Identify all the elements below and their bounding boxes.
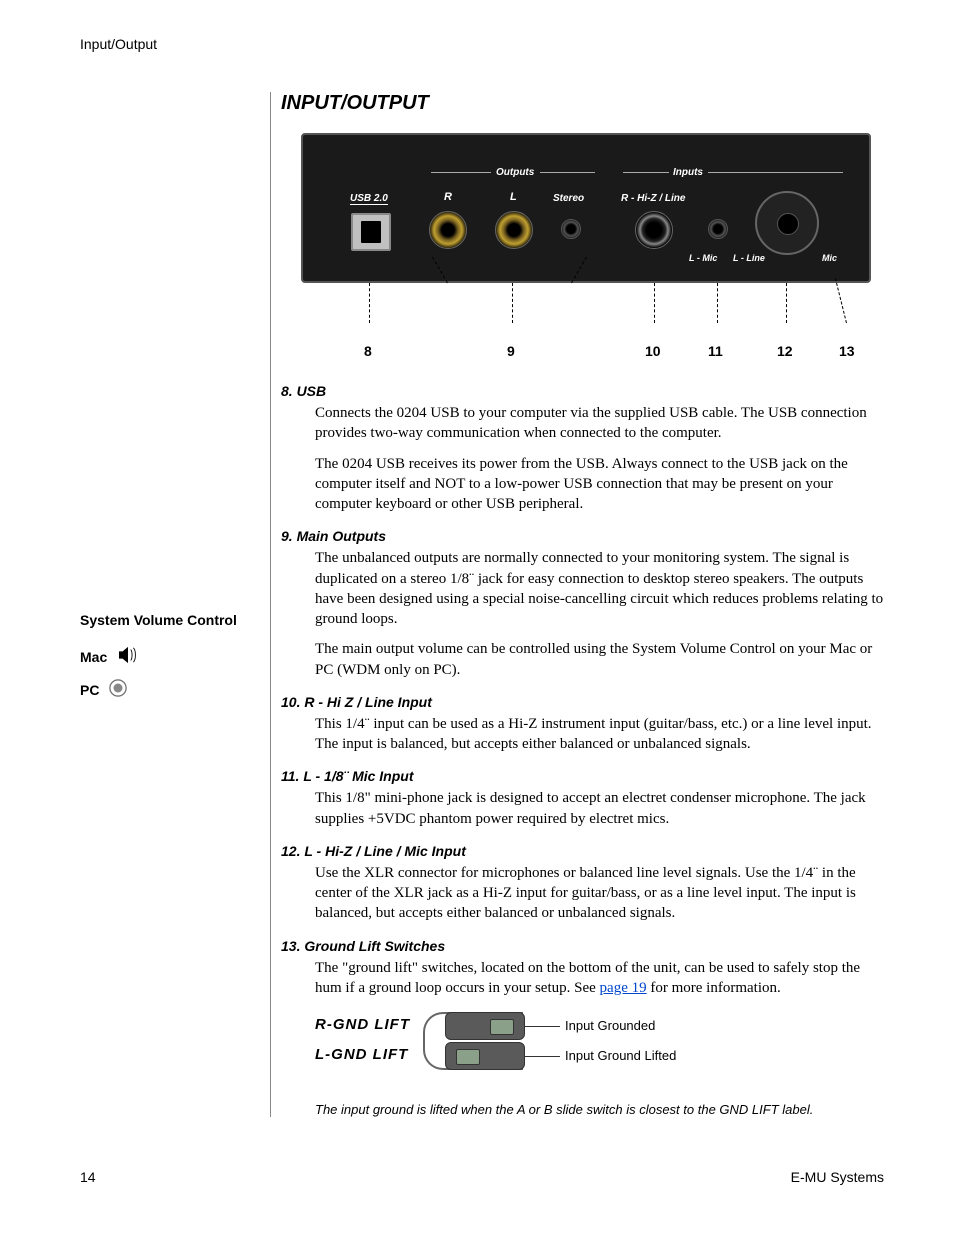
outputs-label: Outputs [496, 167, 534, 178]
volume-knob-icon [109, 679, 127, 700]
usb-label: USB 2.0 [350, 193, 388, 205]
l-label: L [510, 191, 517, 203]
sect-11-head: 11. L - 1/8¨ Mic Input [281, 768, 885, 784]
usb-port [351, 213, 391, 251]
sect-13-head: 13. Ground Lift Switches [281, 938, 885, 954]
running-header: Input/Output [80, 36, 884, 52]
jack-l [495, 211, 533, 249]
page-link[interactable]: page 19 [600, 980, 647, 996]
sect-9-p1: The unbalanced outputs are normally conn… [315, 548, 885, 629]
jack-rhiz [635, 211, 673, 249]
sect-9-head: 9. Main Outputs [281, 528, 885, 544]
sect-12-p1: Use the XLR connector for microphones or… [315, 863, 885, 924]
main-content: INPUT/OUTPUT Outputs Inputs USB 2.0 R L … [270, 92, 885, 1117]
sect-10-head: 10. R - Hi Z / Line Input [281, 694, 885, 710]
l-gnd-lift-label: L-GND LIFT [315, 1046, 408, 1063]
sidebar-title: System Volume Control [80, 612, 260, 628]
l-mic-small: L - Mic [689, 253, 717, 263]
callout-13: 13 [839, 343, 855, 359]
grounded-label: Input Grounded [565, 1018, 655, 1033]
r-label: R [444, 191, 452, 203]
sect-8-p2: The 0204 USB receives its power from the… [315, 454, 885, 515]
callout-10: 10 [645, 343, 661, 359]
callout-8: 8 [364, 343, 372, 359]
jack-lmic [708, 219, 728, 239]
footer: 14 E-MU Systems [80, 1169, 884, 1185]
lifted-label: Input Ground Lifted [565, 1048, 676, 1063]
sect-12-head: 12. L - Hi-Z / Line / Mic Input [281, 843, 885, 859]
speaker-icon [117, 646, 139, 667]
sidebar: System Volume Control Mac PC [80, 92, 270, 1117]
stereo-label: Stereo [553, 193, 584, 204]
jack-r [429, 211, 467, 249]
mac-label: Mac [80, 649, 107, 665]
l-line-small: L - Line [733, 253, 765, 263]
section-title: INPUT/OUTPUT [281, 92, 885, 115]
r-hiz-label: R - Hi-Z / Line [621, 193, 685, 204]
inputs-label: Inputs [673, 167, 703, 178]
sect-13-p1: The "ground lift" switches, located on t… [315, 958, 885, 999]
jack-stereo [561, 219, 581, 239]
sect-10-p1: This 1/4¨ input can be used as a Hi-Z in… [315, 714, 885, 755]
callout-12: 12 [777, 343, 793, 359]
sect-8-head: 8. USB [281, 383, 885, 399]
sect-9-p2: The main output volume can be controlled… [315, 639, 885, 680]
footer-brand: E-MU Systems [791, 1169, 884, 1185]
rear-panel-diagram: Outputs Inputs USB 2.0 R L Stereo R - Hi… [301, 133, 885, 363]
xlr-input [755, 191, 819, 255]
callout-9: 9 [507, 343, 515, 359]
gnd-switch-r [445, 1012, 525, 1040]
mic-small: Mic [822, 253, 837, 263]
callout-11: 11 [708, 343, 723, 359]
page-number: 14 [80, 1169, 96, 1185]
gnd-caption: The input ground is lifted when the A or… [315, 1102, 885, 1117]
sect-8-p1: Connects the 0204 USB to your computer v… [315, 403, 885, 444]
ground-lift-diagram: R-GND LIFT L-GND LIFT Input Grounded Inp… [315, 1012, 885, 1092]
r-gnd-lift-label: R-GND LIFT [315, 1016, 410, 1033]
gnd-switch-l [445, 1042, 525, 1070]
sect-11-p1: This 1/8" mini-phone jack is designed to… [315, 788, 885, 829]
pc-label: PC [80, 682, 99, 698]
